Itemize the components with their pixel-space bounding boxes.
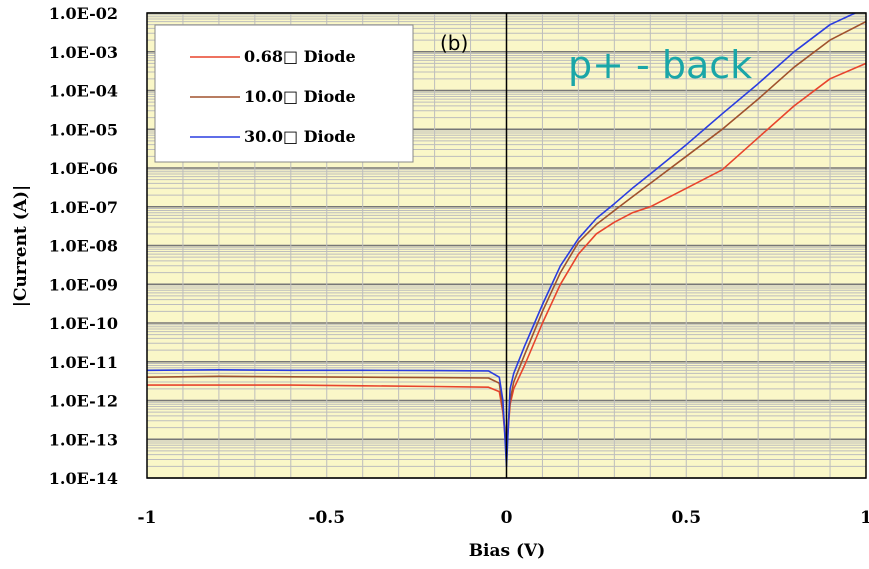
x-tick-label: 0.5 <box>671 508 701 528</box>
axes <box>146 12 867 479</box>
series-line-1 <box>147 62 866 452</box>
legend-label-3: 30.0□ Diode <box>244 127 356 146</box>
y-axis-label: |Current (A)| <box>11 185 31 307</box>
x-tick-label: 0 <box>501 508 513 528</box>
y-tick-label: 1.0E-07 <box>49 198 118 217</box>
y-tick-labels: 1.0E-02 1.0E-03 1.0E-04 1.0E-05 1.0E-06 1.0E-… <box>49 4 118 488</box>
legend: 0.68□ Diode 10.0□ Diode 30.0□ Diode <box>154 24 414 163</box>
legend-box <box>154 24 414 163</box>
y-tick-label: 1.0E-05 <box>49 120 118 139</box>
y-tick-label: 1.0E-13 <box>49 430 118 449</box>
panel-label: (b) <box>440 31 468 55</box>
y-tick-label: 1.0E-06 <box>49 159 118 178</box>
y-tick-label: 1.0E-14 <box>49 469 118 488</box>
x-tick-label: -0.5 <box>308 508 345 528</box>
series-layer <box>147 13 866 468</box>
y-tick-label: 1.0E-09 <box>49 275 118 294</box>
y-tick-label: 1.0E-03 <box>49 43 118 62</box>
x-tick-label: -1 <box>138 508 157 528</box>
y-tick-label: 1.0E-10 <box>49 314 118 333</box>
x-axis-label: Bias (V) <box>469 541 546 561</box>
x-tick-label: 1 <box>860 508 869 528</box>
y-tick-label: 1.0E-04 <box>49 82 118 101</box>
legend-label-1: 0.68□ Diode <box>244 47 356 66</box>
legend-label-2: 10.0□ Diode <box>244 87 356 106</box>
y-tick-label: 1.0E-12 <box>49 392 118 411</box>
y-tick-label: 1.0E-02 <box>49 4 118 23</box>
y-tick-label: 1.0E-08 <box>49 237 118 256</box>
annotation-label: p+ - back <box>568 43 752 87</box>
y-tick-label: 1.0E-11 <box>49 353 118 372</box>
x-tick-labels: -1 -0.5 0 0.5 1 <box>138 508 869 528</box>
series-line-3 <box>147 13 856 468</box>
series-line-2 <box>147 20 866 449</box>
